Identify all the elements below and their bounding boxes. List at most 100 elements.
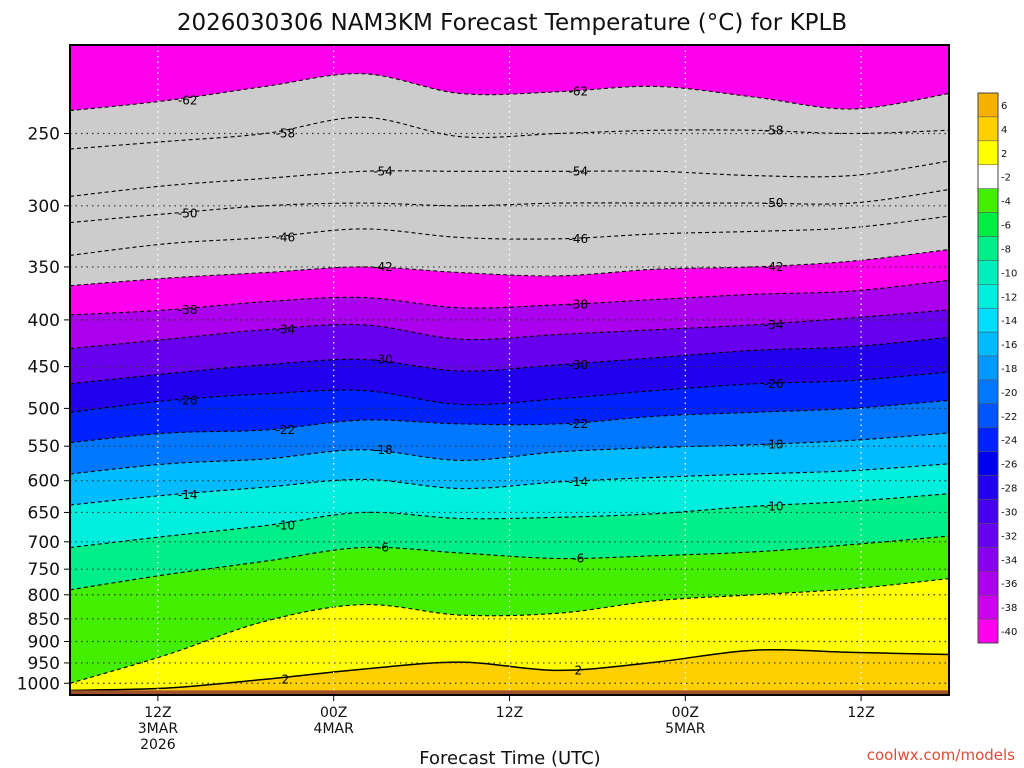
isotherm-line--54 <box>70 160 949 197</box>
contour-label: -30 <box>373 352 393 366</box>
isotherm-line--62 <box>70 73 949 112</box>
contour-label: -46 <box>276 231 296 245</box>
contour-label: -26 <box>764 377 784 391</box>
isotherm-line--30 <box>70 336 949 385</box>
contour-label: -58 <box>276 126 296 140</box>
colorbar-cell <box>977 92 999 118</box>
contour-label: -18 <box>764 438 784 452</box>
y-tick-label: 850 <box>28 610 60 630</box>
colorbar-cell <box>977 307 999 333</box>
colorbar-cell <box>977 260 999 285</box>
contour-label: -30 <box>569 358 589 372</box>
contour-label: -62 <box>178 93 198 107</box>
colorbar-tick-label: 2 <box>1001 149 1007 160</box>
isotherm-line--46 <box>70 215 949 256</box>
colorbar-tick-label: -22 <box>1001 412 1017 423</box>
colorbar-cell <box>977 618 999 644</box>
isotherm-line--22 <box>70 399 949 444</box>
colorbar-cell <box>977 451 999 476</box>
colorbar-cell <box>977 355 999 381</box>
contour-label: -50 <box>764 196 784 210</box>
colorbar-cell <box>977 379 999 405</box>
colorbar-cell <box>977 547 999 572</box>
contour-label: -38 <box>178 303 198 317</box>
colorbar-cell <box>977 331 999 357</box>
colorbar-tick-label: -6 <box>1001 221 1011 232</box>
colorbar-cell <box>977 188 999 213</box>
y-tick-label: 800 <box>28 586 60 606</box>
colorbar-tick-label: -2 <box>1001 173 1011 184</box>
colorbar-cell <box>977 403 999 429</box>
colorbar-tick-label: 6 <box>1001 101 1007 112</box>
y-tick-label: 450 <box>28 358 60 378</box>
y-tick-label: 950 <box>28 654 60 674</box>
colorbar-tick-label: -12 <box>1001 292 1017 303</box>
contour-label: -18 <box>373 443 393 457</box>
colorbar-tick-label: -16 <box>1001 340 1017 351</box>
contour-label: -42 <box>373 260 393 274</box>
y-tick-label: 350 <box>28 258 60 278</box>
contour-label: -14 <box>569 475 589 489</box>
y-tick-label: 250 <box>28 124 60 144</box>
x-tick-label: 00Z <box>672 705 699 721</box>
y-tick-label: 750 <box>28 560 60 580</box>
y-tick-label: 300 <box>28 197 60 217</box>
colorbar-cell <box>977 523 999 548</box>
colorbar-cell <box>977 140 999 165</box>
colorbar-tick-label: -10 <box>1001 268 1017 279</box>
isotherm-line--58 <box>70 116 949 150</box>
contour-label: -54 <box>569 164 589 178</box>
y-tick-label: 700 <box>28 533 60 553</box>
colorbar-frame <box>977 92 999 644</box>
colorbar-cell <box>977 571 999 596</box>
contour-label: -10 <box>764 499 784 513</box>
colorbar-cell <box>977 236 999 261</box>
contour-label: -62 <box>569 85 589 99</box>
isotherm-line--2 <box>70 578 949 684</box>
contour-label: -22 <box>276 423 296 437</box>
contour-label: -34 <box>276 323 296 337</box>
plot-area: -62-62-58 -58-54 -54-50-50-46 -46-42 -42-38-… <box>69 44 950 696</box>
isotherm-line--6 <box>70 535 949 591</box>
x-tick-label: 12Z <box>144 705 171 721</box>
contour-label: -50 <box>178 207 198 221</box>
contour-label: 2 <box>575 663 583 677</box>
isotherm-line--50 <box>70 189 949 224</box>
contour-label: -10 <box>276 519 296 533</box>
colorbar-cell <box>977 284 999 309</box>
contour-labels: -62-62-58 -58-54 -54-50-50-46 -46-42 -42-38-… <box>178 85 784 687</box>
colorbar-tick-label: -18 <box>1001 364 1017 375</box>
colorbar-cell <box>977 116 999 142</box>
contour-label: -38 <box>569 298 589 312</box>
colorbar-tick-label: -38 <box>1001 603 1017 614</box>
contour-label: 2 <box>282 672 290 686</box>
colorbar-tick-label: 4 <box>1001 125 1007 136</box>
colorbar-tick-label: -40 <box>1001 627 1017 638</box>
colorbar-tick-label: -30 <box>1001 507 1017 518</box>
colorbar-tick-label: -24 <box>1001 436 1017 447</box>
colorbar-tick-label: -32 <box>1001 531 1017 542</box>
contour-label: -26 <box>178 393 198 407</box>
colorbar-cell <box>977 594 999 620</box>
chart-title: 2026030306 NAM3KM Forecast Temperature (… <box>177 10 847 36</box>
contour-label: -22 <box>569 417 589 431</box>
colorbar-tick-label: -14 <box>1001 316 1017 327</box>
y-tick-label: 650 <box>28 503 60 523</box>
y-tick-label: 400 <box>28 311 60 331</box>
colorbar-tick-label: -34 <box>1001 555 1017 566</box>
contour-label: -42 <box>764 260 784 274</box>
colorbar: 6 4 2 -2 -4 -6 -8 -10 -12 -14 -16 -18 -20 -22 -24 -26 -2… <box>977 92 1017 644</box>
isotherm-line-2 <box>70 648 949 692</box>
isotherm-line--18 <box>70 432 949 475</box>
colorbar-cell <box>977 499 999 524</box>
ground-surface <box>70 690 949 695</box>
contour-label: -14 <box>178 488 198 502</box>
colorbar-tick-label: -28 <box>1001 484 1017 495</box>
contour-label: -46 <box>569 232 589 246</box>
x-tick-label: 2026 <box>140 737 176 753</box>
colorbar-cell <box>977 212 999 237</box>
grid-lines <box>70 45 949 695</box>
x-tick-label: 4MAR <box>314 721 355 737</box>
